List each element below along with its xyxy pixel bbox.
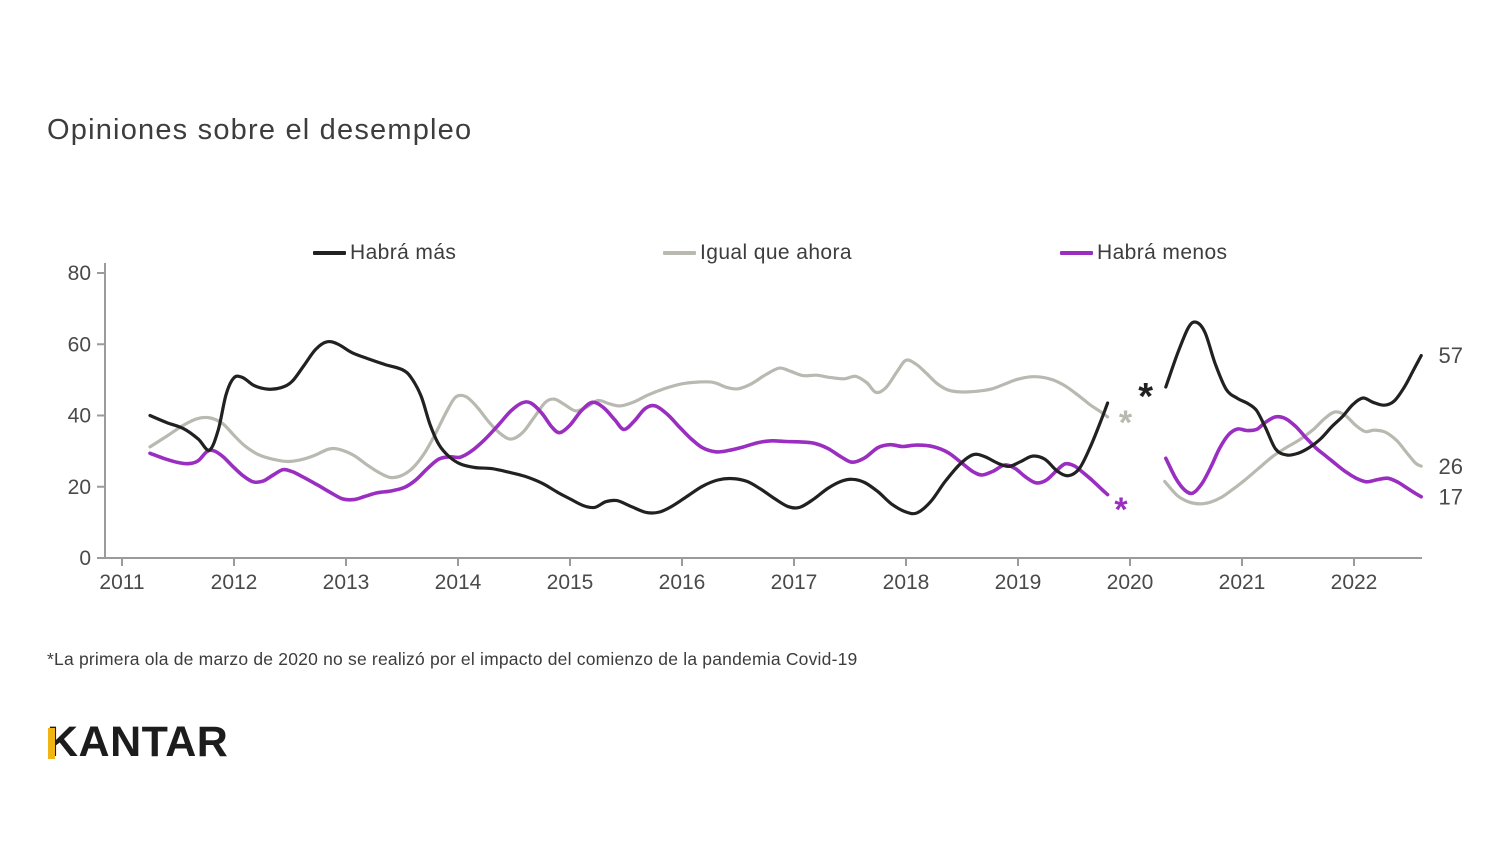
y-axis-tick-label: 0	[79, 547, 91, 570]
legend-item-habra-menos: Habrá menos	[1060, 241, 1227, 265]
page-title: Opiniones sobre el desempleo	[47, 114, 473, 146]
kantar-logo-accent-bar	[48, 728, 55, 759]
x-axis-tick-label: 2017	[771, 571, 818, 594]
series-line-habra_mas-seg0	[148, 339, 1110, 516]
legend-label: Habrá menos	[1097, 241, 1228, 264]
legend-line-swatch-habra-mas	[313, 251, 346, 255]
x-axis-tick-label: 2020	[1107, 571, 1154, 594]
x-axis-tick-label: 2011	[99, 571, 144, 594]
gap-asterisk-habra_mas: *	[1138, 376, 1153, 418]
series-line-menos-seg1	[1164, 414, 1423, 499]
x-axis-tick-label: 2018	[883, 571, 930, 594]
series-end-value-label: 17	[1439, 485, 1463, 510]
kantar-logo: KANTAR	[47, 719, 228, 765]
x-axis-tick-label: 2021	[1219, 571, 1266, 594]
x-axis-tick-label: 2016	[659, 571, 706, 594]
legend-item-habra-mas: Habrá más	[313, 241, 456, 265]
series-end-value-label: 26	[1439, 454, 1463, 479]
gap-asterisk-igual: *	[1119, 404, 1133, 442]
x-axis-tick-label: 2014	[435, 571, 482, 594]
x-axis-tick-label: 2019	[995, 571, 1042, 594]
y-axis-tick-label: 20	[68, 476, 91, 499]
y-axis-tick-label: 60	[68, 333, 91, 356]
series-line-igual-seg0	[148, 358, 1110, 480]
y-axis-tick-label: 40	[68, 405, 91, 428]
legend-item-igual-que-ahora: Igual que ahora	[663, 241, 852, 265]
series-line-habra_mas-seg1	[1164, 320, 1423, 457]
series-line-menos-seg0	[148, 400, 1110, 502]
covid-footnote: *La primera ola de marzo de 2020 no se r…	[47, 649, 858, 669]
y-axis-tick-label: 80	[68, 262, 91, 285]
x-axis-tick-label: 2022	[1331, 571, 1378, 594]
x-axis-tick-label: 2012	[211, 571, 258, 594]
series-end-value-label: 57	[1439, 343, 1463, 368]
legend-label: Habrá más	[350, 241, 457, 264]
kantar-logo-text: KANTAR	[47, 718, 229, 766]
x-axis-tick-label: 2015	[547, 571, 594, 594]
legend-label: Igual que ahora	[700, 241, 852, 264]
gap-asterisk-menos: *	[1114, 491, 1128, 529]
x-axis-tick-label: 2013	[323, 571, 370, 594]
legend-line-swatch-menos	[1060, 251, 1093, 255]
legend-line-swatch-igual	[663, 251, 696, 255]
